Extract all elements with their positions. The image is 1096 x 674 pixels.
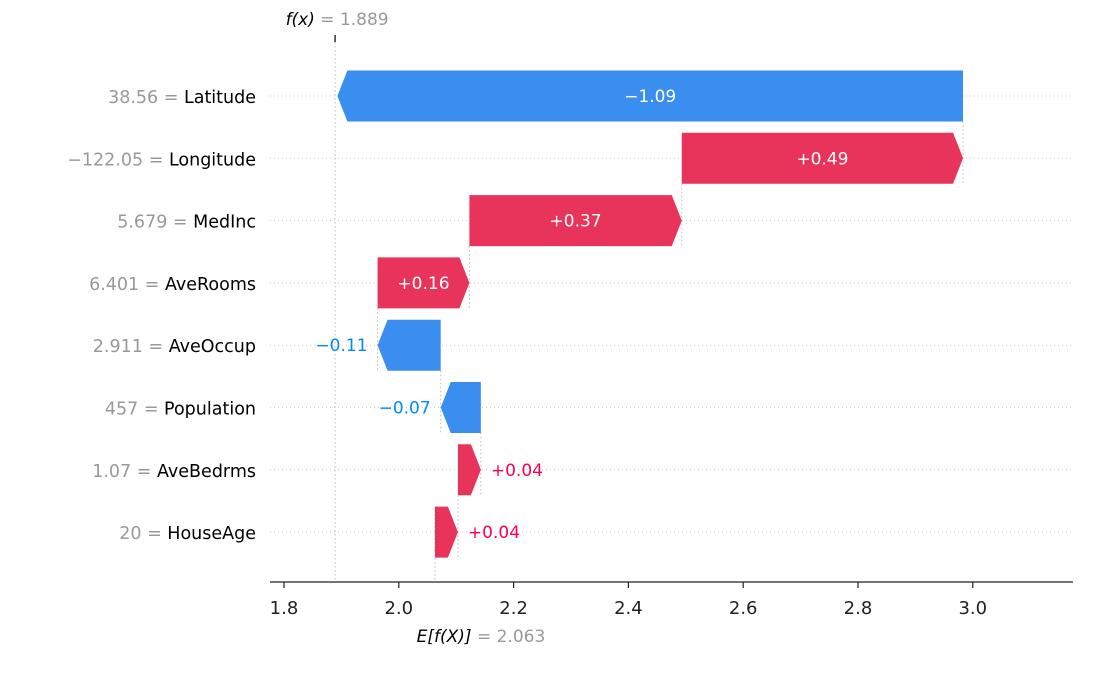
x-tick-label: 2.8	[844, 598, 873, 619]
contribution-bars: −1.09 +0.49 +0.37 +0.16 −0.11 −0.07 +0.04 +0.04	[315, 70, 964, 558]
feature-label: 5.679 = MedInc	[117, 213, 256, 233]
x-axis: 1.8 2.0 2.2 2.4 2.6 2.8 3.0	[270, 35, 1073, 619]
contribution-label: +0.37	[550, 212, 602, 232]
positive-bar	[681, 132, 964, 184]
negative-bar	[337, 70, 964, 122]
feature-label: 38.56 = Latitude	[108, 88, 256, 108]
feature-label: 1.07 = AveBedrms	[92, 462, 256, 482]
positive-bar	[377, 257, 470, 309]
feature-label: 20 = HouseAge	[119, 524, 256, 544]
negative-bar	[440, 382, 481, 433]
feature-label: 6.401 = AveRooms	[89, 275, 256, 295]
ex-annotation: E[f(X)] = 2.063	[417, 627, 546, 647]
contribution-label: +0.49	[796, 149, 848, 169]
contribution-label: −0.07	[379, 399, 431, 419]
feature-label: −122.05 = Longitude	[67, 150, 256, 170]
feature-labels: 38.56 = Latitude −122.05 = Longitude 5.679…	[67, 88, 256, 544]
x-tick-label: 2.0	[384, 598, 413, 619]
contribution-label: +0.04	[491, 461, 543, 481]
negative-bar	[377, 319, 441, 371]
contribution-label: +0.04	[468, 523, 520, 543]
x-tick-label: 3.0	[958, 598, 987, 619]
contribution-label: −1.09	[624, 87, 676, 107]
feature-label: 2.911 = AveOccup	[93, 337, 256, 357]
contribution-label: −0.11	[315, 336, 367, 356]
positive-bar	[469, 195, 682, 247]
guide-lines	[334, 42, 964, 582]
contribution-label: +0.16	[397, 274, 449, 294]
x-tick-label: 2.4	[614, 598, 643, 619]
annotations: f(x) = 1.889 E[f(X)] = 2.063	[286, 10, 546, 647]
fx-annotation: f(x) = 1.889	[286, 10, 389, 30]
x-tick-label: 2.2	[499, 598, 528, 619]
x-tick-label: 1.8	[270, 598, 299, 619]
positive-bar	[434, 506, 458, 558]
positive-bar	[457, 444, 481, 496]
feature-label: 457 = Population	[105, 400, 256, 420]
x-tick-label: 2.6	[729, 598, 758, 619]
